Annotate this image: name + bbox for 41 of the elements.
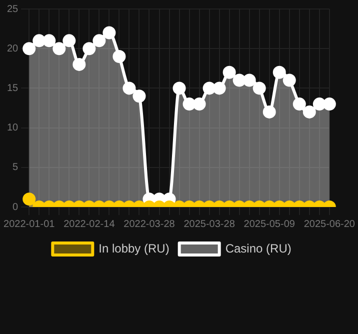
point <box>212 82 226 95</box>
x-tick-label: 2022-02-14 <box>64 218 116 230</box>
point <box>252 82 266 95</box>
point <box>232 74 246 87</box>
legend-label: Casino (RU) <box>225 241 292 256</box>
point <box>322 98 336 111</box>
x-tick-label: 2022-03-28 <box>124 218 176 230</box>
y-tick-label: 25 <box>7 4 19 15</box>
point <box>312 98 326 111</box>
point <box>242 74 256 87</box>
point <box>92 34 106 48</box>
point <box>122 82 136 95</box>
y-tick-label: 5 <box>12 162 19 174</box>
point <box>292 98 306 111</box>
point <box>302 105 316 118</box>
y-tick-label: 10 <box>7 122 19 134</box>
point <box>42 34 56 48</box>
point <box>202 82 216 95</box>
point <box>172 82 186 95</box>
point <box>32 34 46 48</box>
point <box>82 42 96 56</box>
point <box>102 26 116 40</box>
point <box>112 50 126 64</box>
point <box>282 74 296 87</box>
x-tick-label: 2022-01-01 <box>4 218 56 230</box>
legend-label: In lobby (RU) <box>98 241 170 256</box>
y-tick-label: 0 <box>12 202 19 213</box>
y-tick-label: 15 <box>7 82 19 94</box>
point <box>222 66 236 79</box>
x-tick-label: 2025-05-09 <box>244 218 296 230</box>
point <box>132 90 146 103</box>
x-tick-label: 2025-03-28 <box>184 218 236 230</box>
point <box>52 42 66 56</box>
point <box>182 98 196 111</box>
y-tick-label: 20 <box>7 43 19 54</box>
point <box>62 34 76 48</box>
point <box>72 58 86 71</box>
point <box>272 66 286 79</box>
x-tick-label: 2025-06-20 <box>304 218 356 230</box>
point <box>192 98 206 111</box>
point <box>262 105 276 118</box>
